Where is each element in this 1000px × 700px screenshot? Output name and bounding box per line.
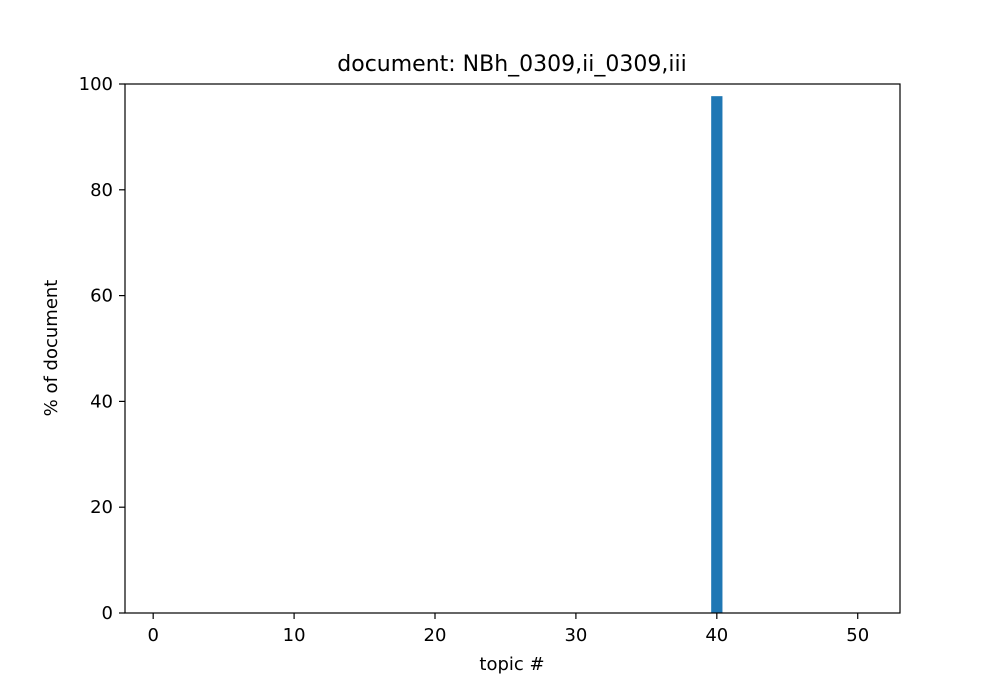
y-axis: 0 20 40 60 80 100: [79, 74, 125, 624]
bar-topic-40: [711, 96, 723, 614]
x-tick-label-30: 30: [564, 625, 587, 646]
plot-frame: [124, 83, 901, 614]
x-tick-label-10: 10: [283, 625, 306, 646]
y-tick-label-60: 60: [90, 286, 113, 307]
y-tick-label-80: 80: [90, 180, 113, 201]
chart-title: document: NBh_0309,ii_0309,iii: [337, 52, 686, 77]
y-tick-label-0: 0: [102, 603, 113, 624]
x-axis: 0 10 20 30 40 50: [147, 613, 869, 646]
y-axis-label: % of document: [41, 280, 62, 417]
x-tick-label-20: 20: [424, 625, 447, 646]
x-tick-label-50: 50: [846, 625, 869, 646]
y-tick-label-40: 40: [90, 391, 113, 412]
x-axis-label: topic #: [479, 654, 544, 675]
y-tick-label-20: 20: [90, 497, 113, 518]
bars-layer: [711, 96, 723, 614]
x-tick-label-40: 40: [705, 625, 728, 646]
y-tick-label-100: 100: [79, 74, 113, 95]
x-tick-label-0: 0: [147, 625, 158, 646]
